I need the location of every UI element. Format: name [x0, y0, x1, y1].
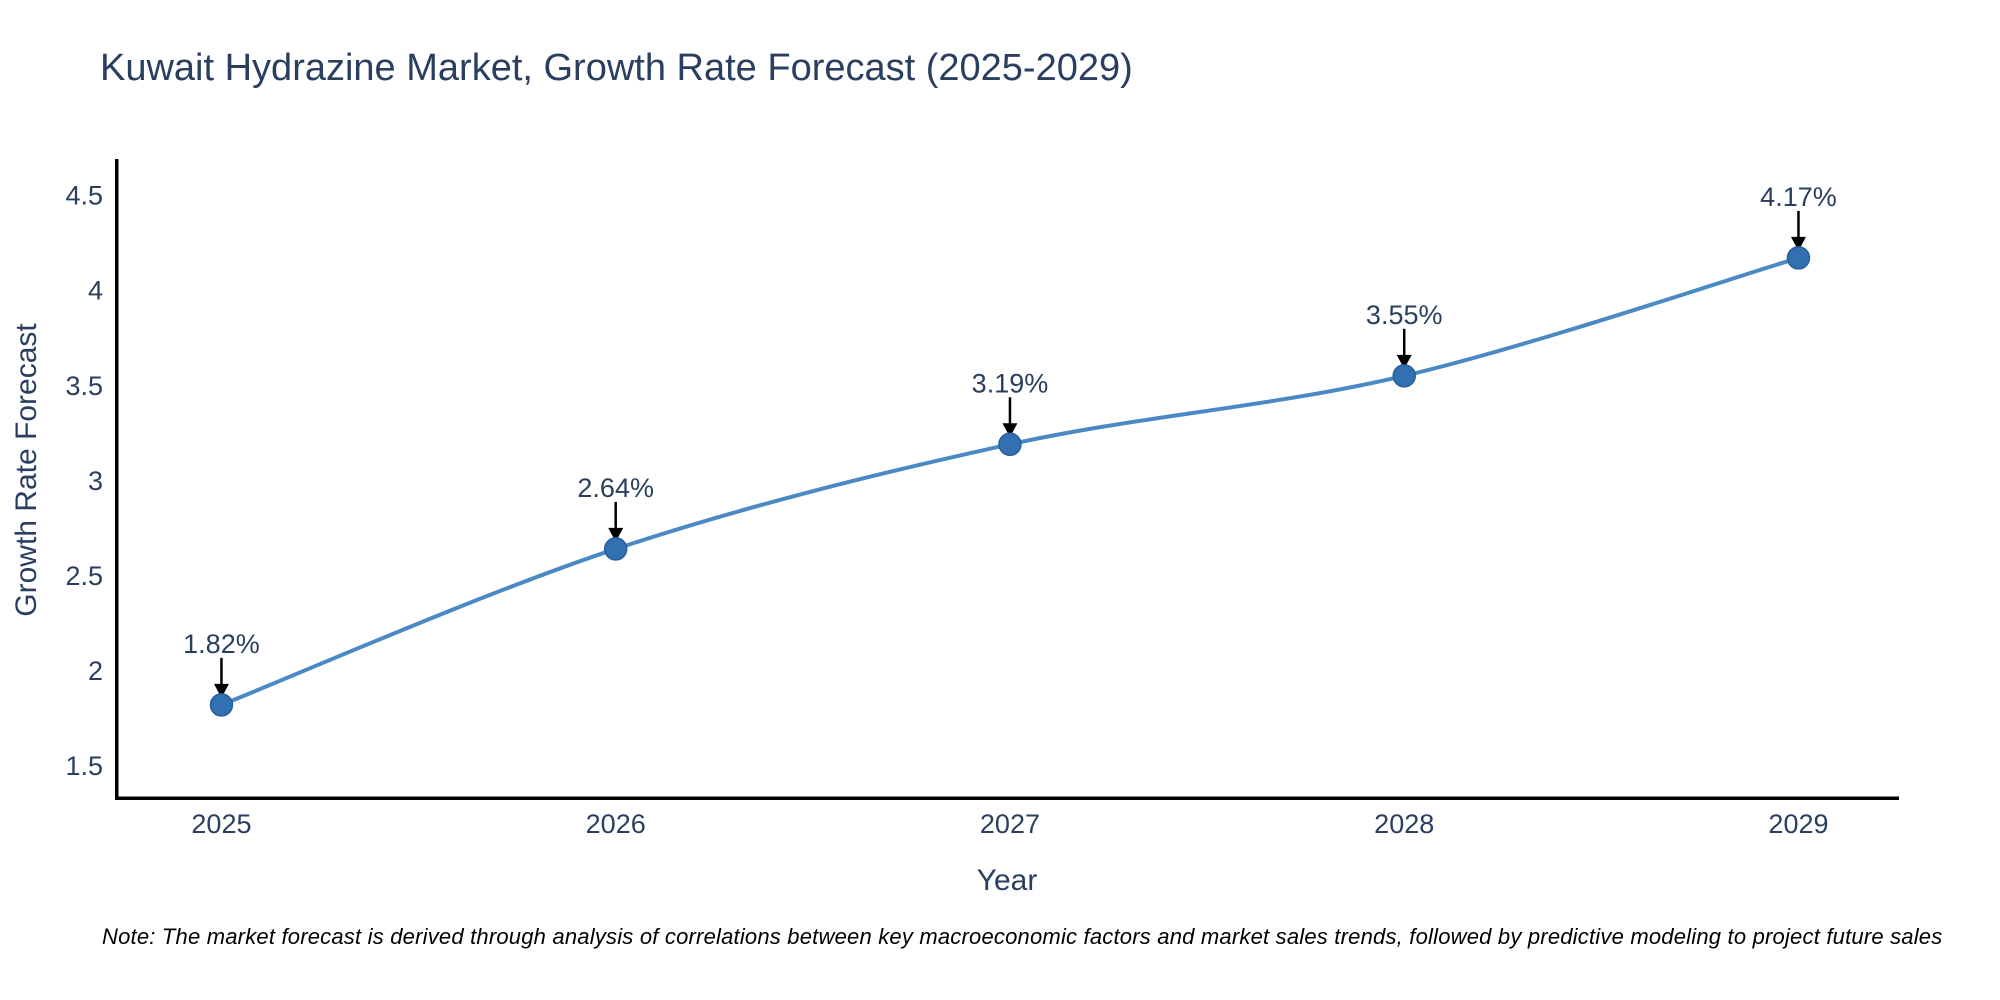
annotation-arrow-head: [1396, 354, 1412, 369]
x-tick-label: 2027: [980, 809, 1040, 839]
x-tick-label: 2029: [1768, 809, 1828, 839]
x-tick-label: 2028: [1374, 809, 1434, 839]
x-axis-title: Year: [977, 864, 1038, 897]
x-tick-label: 2026: [586, 809, 646, 839]
y-tick-label: 4.5: [65, 181, 103, 211]
x-tick-label: 2025: [191, 809, 251, 839]
y-tick-label: 2.5: [65, 561, 103, 591]
annotation-label: 1.82%: [183, 629, 260, 659]
annotation-arrow-head: [1790, 236, 1806, 251]
y-tick-label: 2: [88, 656, 103, 686]
annotation-label: 3.19%: [972, 368, 1049, 398]
data-point-marker[interactable]: [998, 432, 1022, 457]
y-tick-label: 1.5: [65, 751, 103, 781]
chart-title: Kuwait Hydrazine Market, Growth Rate For…: [100, 47, 1133, 89]
annotation-label: 3.55%: [1366, 300, 1443, 330]
data-point-marker[interactable]: [1392, 364, 1416, 388]
annotation-label: 2.64%: [577, 473, 654, 503]
axis-spines: [115, 159, 1899, 800]
y-tick-label: 4: [88, 276, 103, 306]
data-point-marker[interactable]: [603, 537, 628, 561]
plot-area: 1.5 2 2.5 3 3.5 4 4.5 2025 2026 2027 2028 2029 1.82%…: [65, 159, 1899, 839]
annotation-arrow-head: [213, 683, 229, 698]
data-point-marker[interactable]: [209, 693, 234, 717]
data-point-marker[interactable]: [1786, 246, 1811, 270]
y-tick-label: 3.5: [65, 371, 103, 401]
annotation-arrow-head: [608, 527, 624, 542]
y-axis-title: Growth Rate Forecast: [10, 323, 43, 617]
annotation-label: 4.17%: [1760, 182, 1837, 212]
annotation-arrow-head: [1002, 423, 1018, 438]
footnote-text: Note: The market forecast is derived thr…: [102, 924, 1942, 949]
y-tick-label: 3: [88, 466, 103, 496]
trace-line: [219, 255, 1801, 707]
